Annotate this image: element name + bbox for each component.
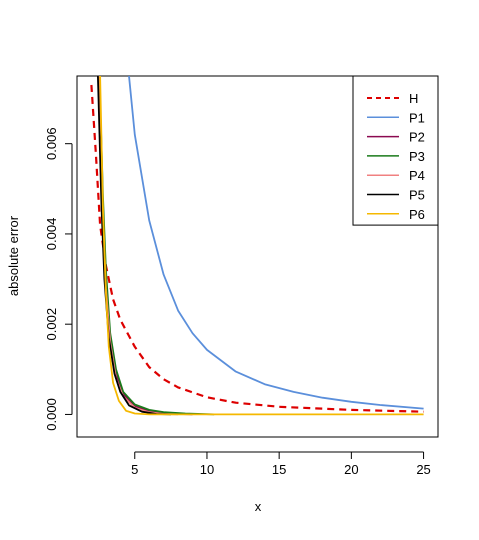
series-group (90, 76, 424, 416)
y-tick-label: 0.000 (44, 398, 59, 431)
series-line-p3 (98, 76, 215, 416)
series-layer (90, 76, 424, 416)
legend-box (352, 75, 439, 226)
x-tick-label: 10 (200, 462, 214, 477)
y-tick-label: 0.002 (44, 308, 59, 341)
legend-label-h: H (409, 91, 418, 106)
series-line-p5 (97, 76, 171, 416)
plot-frame (76, 75, 439, 438)
legend-label-p4: P4 (409, 168, 425, 183)
legend-label-p6: P6 (409, 207, 425, 222)
legend-label-p5: P5 (409, 188, 425, 203)
series-line-p6 (99, 76, 424, 416)
y-tick-label: 0.004 (44, 218, 59, 251)
legend-label-p1: P1 (409, 110, 425, 125)
axes-layer: 5 10 15 20 25 0.000 0.002 0.004 0.006 (44, 75, 439, 477)
y-axis-label: absolute error (6, 215, 21, 296)
x-tick-label: 20 (344, 462, 358, 477)
x-tick-label: 25 (416, 462, 430, 477)
y-tick-label: 0.006 (44, 127, 59, 160)
legend-label-p2: P2 (409, 130, 425, 145)
series-line-h (90, 84, 424, 413)
legend-label-p3: P3 (409, 149, 425, 164)
legend: H P1 P2 P3 P4 P5 P6 (352, 75, 439, 226)
x-axis-label: x (255, 499, 262, 514)
x-tick-label: 5 (131, 462, 138, 477)
series-line-p1 (128, 76, 424, 410)
x-tick-label: 15 (272, 462, 286, 477)
